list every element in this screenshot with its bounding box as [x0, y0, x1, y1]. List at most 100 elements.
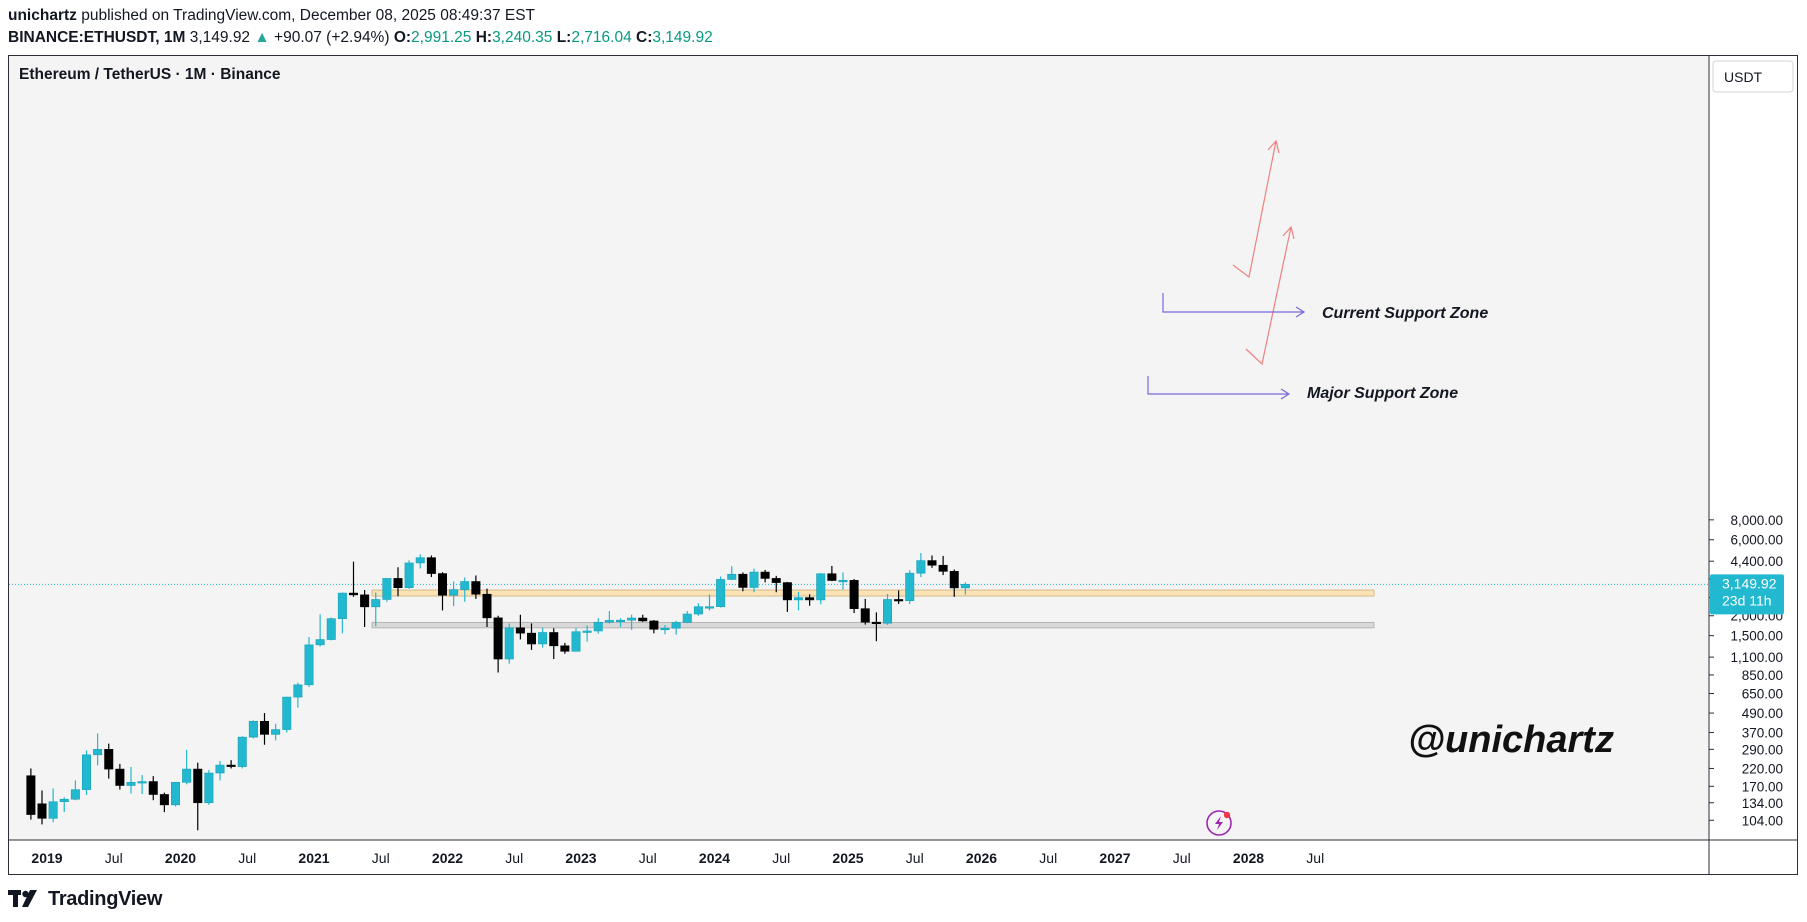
currency-box: [1712, 60, 1794, 93]
candle-body: [716, 579, 726, 607]
candle-body: [493, 617, 503, 660]
low-value: 2,716.04: [571, 29, 632, 46]
candle-body: [226, 764, 236, 767]
candle-body: [538, 632, 548, 645]
x-tick-label: Jul: [772, 850, 790, 866]
y-tick-label: 6,000.00: [1730, 533, 1783, 548]
candle-body: [104, 749, 114, 770]
candle-body: [315, 639, 325, 646]
y-tick-label: 1,500.00: [1730, 629, 1783, 644]
candle-body: [437, 573, 447, 596]
candle-body: [304, 644, 314, 686]
candle-body: [82, 754, 92, 790]
candle-body: [460, 581, 470, 590]
candle-body: [504, 627, 514, 660]
candle-body: [37, 803, 47, 819]
x-tick-label: Jul: [1306, 850, 1324, 866]
author-name[interactable]: unichartz: [8, 7, 77, 24]
candle-body: [727, 573, 737, 580]
symbol-name[interactable]: BINANCE:ETHUSDT, 1M: [8, 29, 186, 46]
candle-body: [348, 592, 358, 596]
candle-body: [805, 597, 815, 601]
x-tick-label: 2025: [832, 850, 863, 866]
published-text: published on TradingView.com, December 0…: [81, 7, 536, 24]
low-label: L:: [556, 29, 572, 46]
candle-body: [204, 772, 214, 804]
candle-body: [426, 557, 436, 574]
candle-body: [827, 573, 837, 581]
current-zone-label: Current Support Zone: [1322, 305, 1488, 322]
candle-body: [738, 573, 748, 588]
candle-body: [482, 593, 492, 619]
candle-body: [860, 608, 870, 623]
open-label: O:: [393, 29, 412, 46]
last-price-badge-countdown: 23d 11h: [1722, 592, 1772, 608]
candle-body: [871, 621, 881, 624]
candle-body: [515, 627, 525, 634]
major-zone-pointer-head: [1280, 388, 1291, 400]
candle-body: [882, 599, 892, 624]
y-tick-label: 370.00: [1742, 725, 1783, 740]
y-tick-label: 104.00: [1742, 813, 1783, 828]
candle-body: [382, 578, 392, 600]
x-tick-label: 2021: [298, 850, 329, 866]
x-tick-label: 2028: [1233, 850, 1264, 866]
change-up-icon: ▲: [254, 29, 270, 46]
candle-body: [927, 560, 937, 566]
x-tick-label: Jul: [639, 850, 657, 866]
open-value: 2,991.25: [411, 29, 472, 46]
lightning-icon: [1206, 810, 1232, 836]
candle-body: [137, 781, 147, 784]
candle-body: [760, 571, 770, 579]
candle-body: [26, 775, 36, 815]
candle-body: [471, 581, 481, 595]
last-price: 3,149.92: [189, 29, 251, 46]
close-label: C:: [636, 29, 653, 46]
candle-body: [59, 798, 69, 803]
candle-body: [404, 562, 414, 588]
tradingview-logo[interactable]: TradingView: [8, 886, 162, 912]
candle-body: [849, 580, 859, 609]
currency-label: USDT: [1724, 69, 1763, 85]
plot-background: [9, 56, 1709, 840]
candle-body: [938, 564, 948, 572]
candle-body: [627, 617, 637, 621]
candle-body: [526, 632, 536, 645]
watermark-text: @unichartz: [1408, 719, 1614, 761]
y-tick-label: 650.00: [1742, 687, 1783, 702]
candle-body: [182, 768, 192, 783]
y-tick-label: 170.00: [1742, 779, 1783, 794]
publish-info: unichartz published on TradingView.com, …: [8, 6, 535, 26]
candle-body: [193, 768, 203, 804]
candle-body: [248, 720, 258, 738]
x-tick-label: 2020: [165, 850, 196, 866]
candle-body: [215, 764, 225, 774]
candle-body: [549, 632, 559, 647]
tradingview-logo-icon: [8, 890, 37, 907]
candle-body: [916, 560, 926, 574]
candle-body: [560, 645, 570, 652]
price-change: +90.07 (+2.94%): [274, 29, 390, 46]
candle-body: [582, 630, 592, 633]
y-tick-label: 134.00: [1742, 796, 1783, 811]
candle-body: [793, 597, 803, 601]
candle-body: [360, 594, 370, 608]
x-tick-label: Jul: [105, 850, 123, 866]
candle-body: [604, 620, 614, 623]
arrow-head-1: [1267, 139, 1280, 154]
candle-body: [771, 578, 781, 583]
candles: [26, 553, 970, 831]
major-zone-label: Major Support Zone: [1307, 385, 1458, 402]
symbol-bar: BINANCE:ETHUSDT, 1M 3,149.92 ▲ +90.07 (+…: [8, 28, 713, 48]
candle-body: [816, 573, 826, 601]
candle-body: [126, 782, 136, 786]
y-tick-label: 490.00: [1742, 706, 1783, 721]
pane-title: Ethereum / TetherUS · 1M · Binance: [19, 66, 281, 83]
high-value: 3,240.35: [492, 29, 553, 46]
candle-body: [693, 606, 703, 615]
candle-body: [159, 794, 169, 806]
candle-body: [905, 572, 915, 602]
candle-body: [571, 631, 581, 652]
x-tick-label: Jul: [372, 850, 390, 866]
